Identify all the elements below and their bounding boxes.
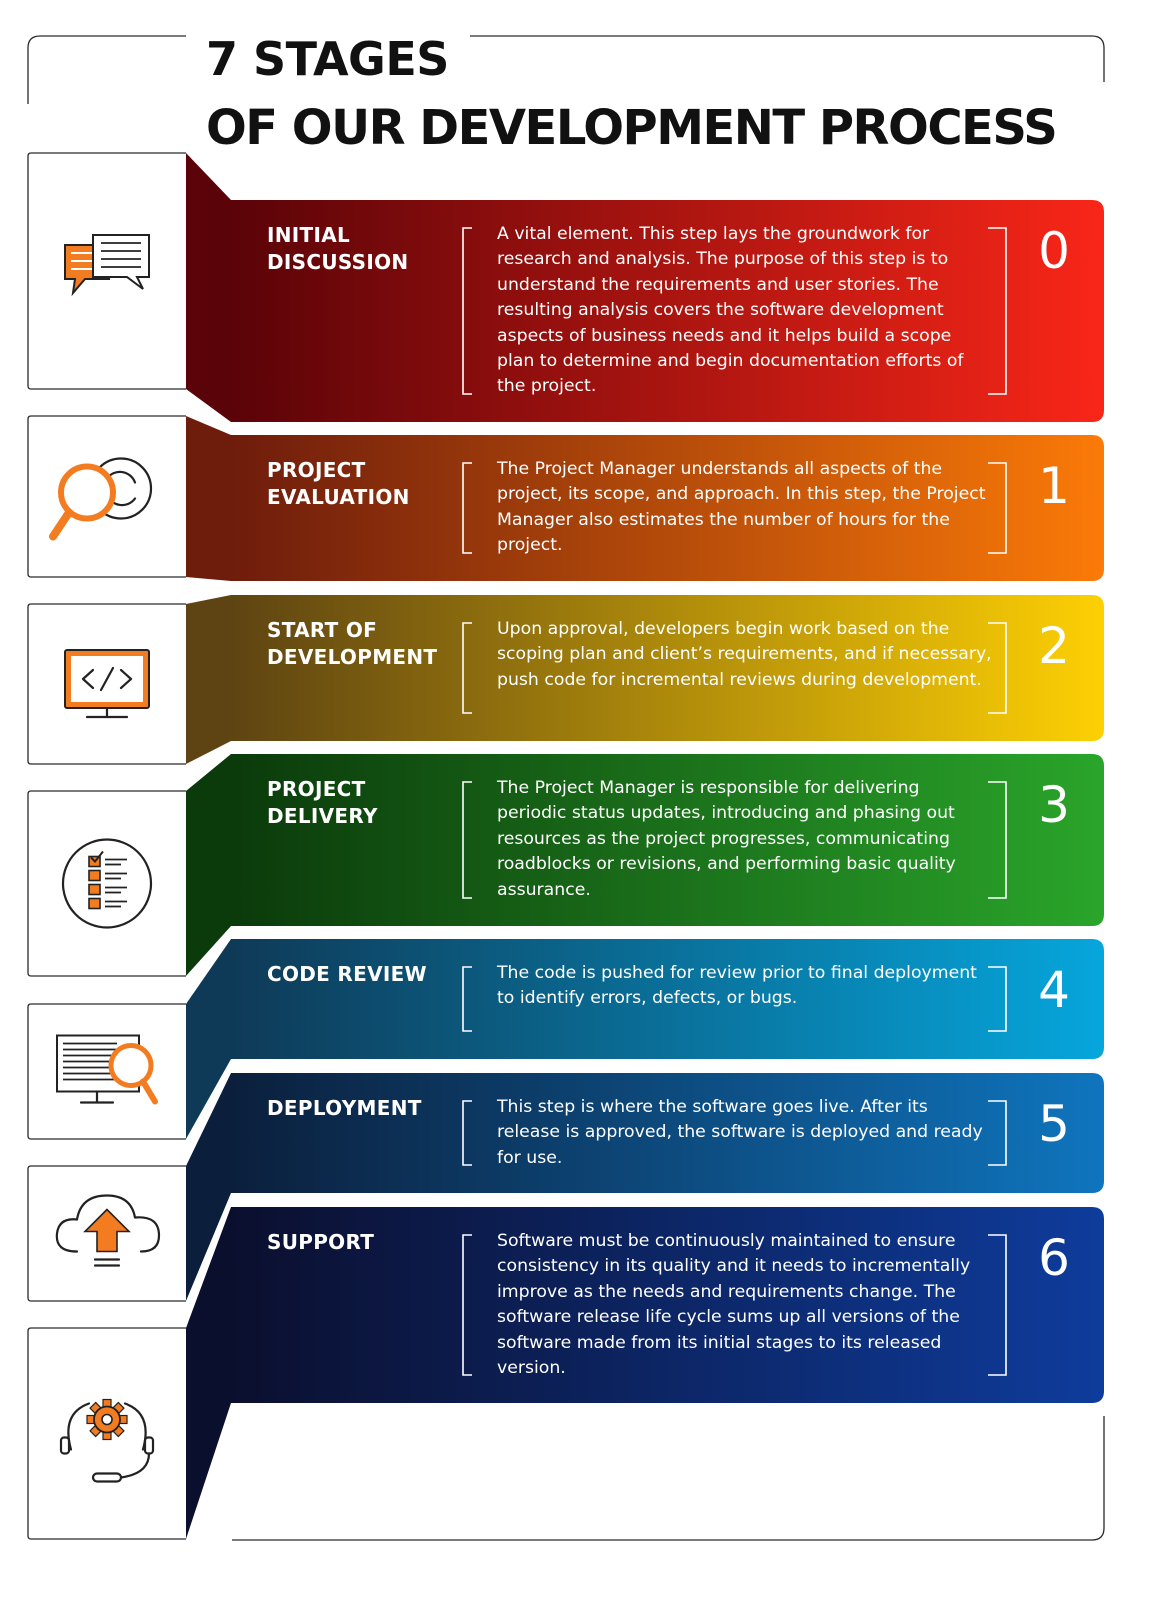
stage-connector xyxy=(186,1073,231,1301)
cloud-upload-icon xyxy=(55,1194,161,1267)
stage-band xyxy=(231,200,1104,422)
description-bracket xyxy=(462,1100,1007,1166)
stage-number: 6 xyxy=(1038,1229,1070,1287)
page-frame xyxy=(27,35,1105,1541)
description-bracket xyxy=(462,227,1007,395)
page-title-line-2: OF OUR DEVELOPMENT PROCESS xyxy=(206,100,1058,156)
stage-number: 5 xyxy=(1038,1095,1070,1153)
description-bracket xyxy=(462,966,1007,1032)
description-bracket xyxy=(462,462,1007,554)
frame-line xyxy=(232,1416,1105,1541)
stage-title: SUPPORT xyxy=(267,1230,375,1254)
stage-title: PROJECT DELIVERY xyxy=(267,777,378,828)
frame-line xyxy=(27,35,186,104)
stage-number: 2 xyxy=(1038,617,1070,675)
stage-band xyxy=(231,595,1104,741)
stage-connector xyxy=(186,1207,231,1539)
stage-number: 4 xyxy=(1038,961,1070,1019)
stage-connector xyxy=(186,939,231,1139)
stage-band xyxy=(231,1073,1104,1193)
chat-bubbles-icon xyxy=(64,234,150,297)
stage-description: Upon approval, developers begin work bas… xyxy=(497,619,992,690)
code-monitor-icon xyxy=(64,649,150,719)
stage-title: START OF DEVELOPMENT xyxy=(267,618,438,669)
frame-line xyxy=(470,35,1105,82)
stage-band xyxy=(231,939,1104,1059)
stage-band xyxy=(231,754,1104,926)
stage-description: The Project Manager is responsible for d… xyxy=(497,778,956,900)
stage-number: 0 xyxy=(1038,222,1070,280)
monitor-search-icon xyxy=(56,1034,158,1105)
stage-connector xyxy=(186,153,231,422)
stage-number: 3 xyxy=(1038,776,1070,834)
stage-band xyxy=(231,435,1104,581)
description-bracket xyxy=(462,622,1007,714)
stage-title: DEPLOYMENT xyxy=(267,1096,422,1120)
page-title-line-1: 7 STAGES xyxy=(206,32,449,86)
stage-description: A vital element. This step lays the grou… xyxy=(497,224,964,397)
stage-description: This step is where the software goes liv… xyxy=(497,1097,983,1168)
stage-title: INITIAL DISCUSSION xyxy=(267,223,409,274)
description-bracket xyxy=(462,781,1007,899)
stage-connector xyxy=(186,595,231,764)
magnifier-refresh-icon xyxy=(49,457,153,541)
stage-description: The Project Manager understands all aspe… xyxy=(497,459,986,556)
stage-description: The code is pushed for review prior to f… xyxy=(497,963,977,1009)
stage-title: PROJECT EVALUATION xyxy=(267,458,410,509)
stage-number: 1 xyxy=(1038,457,1070,515)
support-gear-icon xyxy=(59,1398,155,1483)
stage-title: CODE REVIEW xyxy=(267,962,427,986)
icon-box xyxy=(27,790,186,977)
description-bracket xyxy=(462,1234,1007,1376)
stage-connector xyxy=(186,416,231,581)
stage-band xyxy=(231,1207,1104,1403)
stage-description: Software must be continuously maintained… xyxy=(497,1231,971,1379)
checklist-icon xyxy=(61,838,153,929)
stage-connector xyxy=(186,754,231,976)
